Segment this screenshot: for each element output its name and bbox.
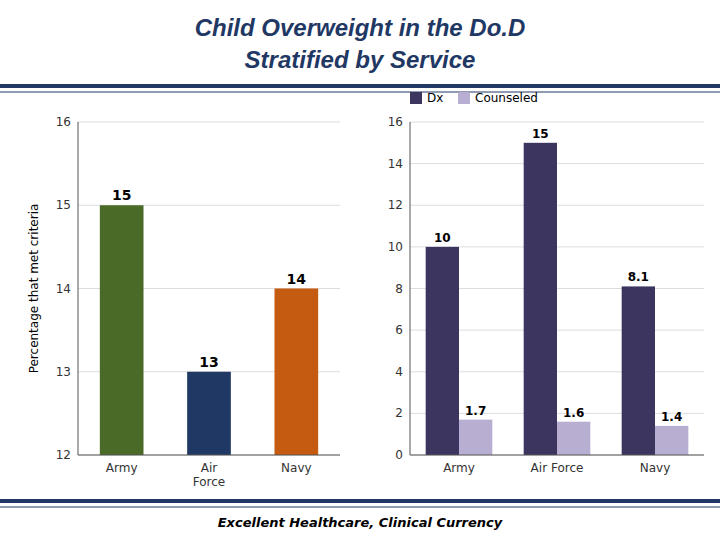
x-tick-label: Army [443,461,475,475]
x-tick-label-line: Navy [640,461,671,475]
x-tick-label: Army [106,461,138,475]
header-rule [0,84,720,88]
x-tick-label: AirForce [193,461,225,489]
y-axis-line [410,122,411,455]
figure: Child Overweight in the Do.D Stratified b… [0,0,720,540]
x-tick-label-line: Air Force [531,461,584,475]
x-tick-label: Navy [281,461,312,475]
y-tick-label: 10 [388,240,403,254]
legend-swatch [458,92,470,104]
bar [187,372,231,455]
bars [426,143,689,455]
footer: Excellent Healthcare, Clinical Currency [218,515,503,530]
legend-swatch [410,92,422,104]
x-tick-label: Air Force [531,461,584,475]
title: Child Overweight in the Do.D [195,14,526,41]
y-tick-label: 12 [388,198,403,212]
y-tick-label: 0 [395,448,403,462]
y-tick-label: 4 [395,365,403,379]
y-tick-label: 15 [56,198,71,212]
bar [655,426,688,455]
x-tick-label: Navy [640,461,671,475]
data-label: 10 [434,231,451,245]
y-tick-label: 12 [56,448,71,462]
legend-label: Counseled [475,91,538,105]
background [0,0,720,540]
x-axis-line [410,455,704,456]
bar [524,143,557,455]
x-tick-label-line: Air [201,461,218,475]
subtitle: Stratified by Service [245,46,476,73]
bar [100,205,144,455]
y-tick-label: 2 [395,406,403,420]
bar [459,420,492,455]
y-tick-label: 14 [56,282,71,296]
y-tick-label: 6 [395,323,403,337]
data-labels: 10 15 8.1 1.7 1.6 1.4 [434,127,682,424]
data-label: 8.1 [628,270,649,284]
bar [622,286,655,455]
footer-rule [0,506,720,507]
x-tick-label-line: Army [106,461,138,475]
bar [557,422,590,455]
x-tick-label-line: Navy [281,461,312,475]
y-tick-label: 14 [388,157,403,171]
legend-label: Dx [427,91,443,105]
grid-line [78,122,340,123]
grid-line [410,122,704,123]
x-tick-label-line: Army [443,461,475,475]
bars [100,205,318,455]
y-tick-label: 16 [56,115,71,129]
data-label: 1.6 [563,406,584,420]
data-label: 1.4 [661,410,682,424]
header-rule [0,91,720,92]
footer-rule [0,499,720,503]
x-axis-line [78,455,340,456]
y-tick-label: 8 [395,282,403,296]
data-label: 15 [532,127,549,141]
bar [275,289,319,456]
chart: 0 2 4 6 8 10 12 14 16 10 15 8.1 1.7 1.6 1.4 Army Air For… [388,91,704,475]
data-label: 14 [287,271,307,287]
data-label: 1.7 [465,404,486,418]
x-tick-label-line: Force [193,475,225,489]
data-label: 13 [199,354,218,370]
grid-line [78,455,340,456]
bar [426,247,459,455]
chart: 12 13 14 15 16 Percentage that met criteria 15… [27,115,340,489]
grid-line [410,455,704,456]
data-label: 15 [112,187,131,203]
data-labels: 15 13 14 [112,187,306,370]
y-tick-label: 13 [56,365,71,379]
y-tick-label: 16 [388,115,403,129]
y-axis-line [78,122,79,455]
y-axis-label: Percentage that met criteria [27,204,41,374]
